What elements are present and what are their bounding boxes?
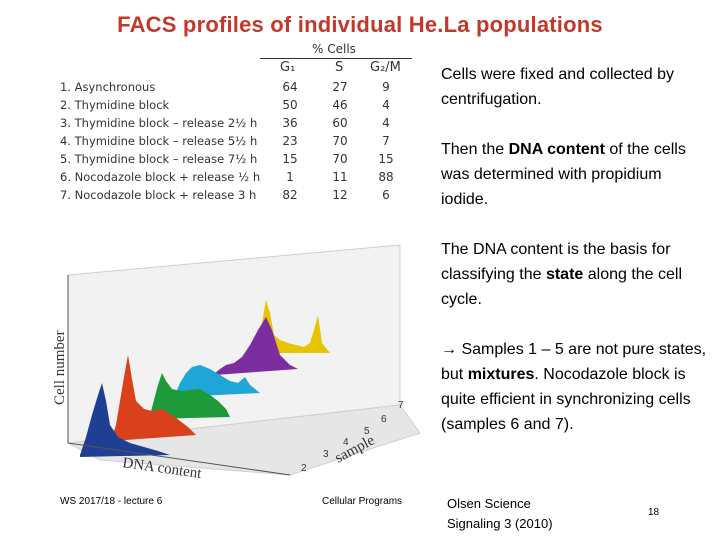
paragraph-dna-content: Then the DNA content of the cells was de…	[441, 137, 711, 212]
cell-g1: 23	[282, 134, 298, 148]
footer-citation: Olsen Science Signaling 3 (2010)	[447, 494, 553, 534]
cell-g1: 15	[282, 152, 298, 166]
sample-label: 7	[398, 400, 404, 411]
cell-s: 12	[332, 188, 348, 202]
cell-s: 70	[332, 134, 348, 148]
cell-g2m: 6	[382, 188, 390, 202]
citation-line: Signaling 3 (2010)	[447, 516, 553, 531]
cell-cycle-table: % Cells G₁ S G₂/M 1. Asynchronous 64 27 …	[52, 42, 417, 202]
row-label: 6. Nocodazole block + release ½ h	[60, 170, 261, 184]
page-number: 18	[648, 507, 660, 518]
citation-line: Olsen Science	[447, 496, 531, 511]
cell-g2m: 88	[378, 170, 394, 184]
table-header: % Cells	[312, 42, 356, 56]
cell-g1: 64	[282, 80, 298, 94]
sample-label: 2	[301, 463, 307, 474]
histogram-svg: Cell number DNA content sample 2 3 4 5 6…	[52, 244, 421, 482]
state-emphasis: state	[545, 266, 584, 283]
cell-g2m: 9	[382, 80, 390, 94]
table-header-rule	[260, 58, 412, 59]
sample-label: 6	[381, 414, 387, 425]
series-4-histogram	[150, 373, 230, 419]
cell-g1: 1	[286, 170, 294, 184]
series-3-histogram	[112, 355, 196, 441]
cell-g1: 50	[282, 98, 298, 112]
footer-lecture-name: Cellular Programs	[322, 496, 403, 507]
cell-g2m: 4	[382, 116, 390, 130]
row-label: 2. Thymidine block	[60, 98, 170, 112]
cell-s: 70	[332, 152, 348, 166]
paragraph-mixtures: → Samples 1 – 5 are not pure states, but…	[441, 337, 711, 437]
paragraph-fixation-text: Cells were fixed and collected by centri…	[441, 66, 675, 108]
row-label: 4. Thymidine block – release 5½ h	[60, 134, 258, 148]
cell-g2m: 4	[382, 98, 390, 112]
floor	[66, 404, 421, 476]
paragraph-classification-text: The DNA content is the basis for classif…	[441, 241, 671, 283]
cell-g2m: 15	[378, 152, 394, 166]
series-5-histogram	[175, 365, 260, 397]
cell-s: 11	[332, 170, 348, 184]
cell-s: 27	[332, 80, 348, 94]
sample-label: 3	[323, 449, 329, 460]
series-6-histogram	[215, 317, 298, 375]
column-g1: G₁	[280, 60, 296, 75]
row-label: 5. Thymidine block – release 7½ h	[60, 152, 258, 166]
sample-label: 4	[343, 437, 349, 448]
x-axis-line	[67, 442, 291, 476]
paragraph-mixtures-text: → Samples 1 – 5 are not pure states, but	[441, 341, 707, 383]
column-g2m: G₂/M	[370, 60, 401, 75]
row-label: 1. Asynchronous	[60, 80, 156, 94]
column-s: S	[335, 60, 344, 75]
cell-s: 60	[332, 116, 348, 130]
sample-label: 5	[364, 426, 370, 437]
facs-histogram-figure: Cell number DNA content sample 2 3 4 5 6…	[40, 205, 435, 490]
mixtures-emphasis: mixtures	[467, 366, 535, 383]
explanation-text: Cells were fixed and collected by centri…	[441, 62, 711, 462]
cell-s: 46	[332, 98, 348, 112]
paragraph-fixation: Cells were fixed and collected by centri…	[441, 62, 711, 112]
dna-content-emphasis: DNA content	[508, 141, 605, 158]
cell-g1: 82	[282, 188, 298, 202]
paragraph-mixtures-text: . Nocodazole block is quite efficient in…	[441, 366, 691, 433]
paragraph-dna-content-text: Then the	[441, 141, 509, 158]
cell-g1: 36	[282, 116, 298, 130]
series-2-histogram	[80, 383, 170, 457]
paragraph-classification: The DNA content is the basis for classif…	[441, 237, 711, 312]
row-label: 3. Thymidine block – release 2½ h	[60, 116, 258, 130]
slide-title: FACS profiles of individual He.La popula…	[117, 12, 603, 37]
footer-course: WS 2017/18 - lecture 6	[60, 496, 163, 507]
paragraph-dna-content-text: of the cells was determined with propidi…	[441, 141, 686, 208]
row-label: 7. Nocodazole block + release 3 h	[60, 188, 257, 202]
cell-g2m: 7	[382, 134, 390, 148]
y-axis-label: Cell number	[52, 330, 68, 405]
paragraph-classification-text: along the cell cycle.	[441, 266, 683, 308]
